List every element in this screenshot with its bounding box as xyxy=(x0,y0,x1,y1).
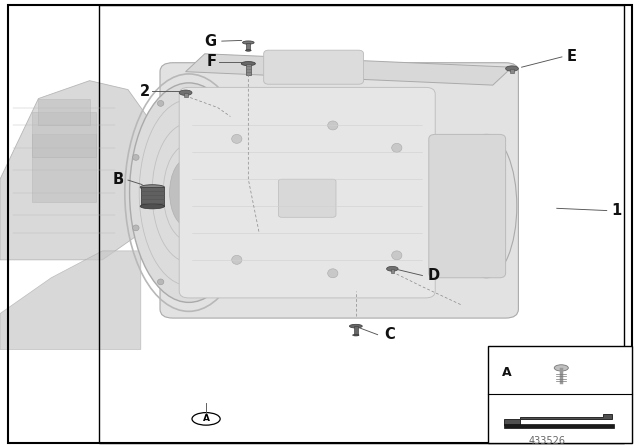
Text: E: E xyxy=(566,48,577,64)
Bar xyxy=(38,99,90,125)
Bar xyxy=(32,112,96,157)
Bar xyxy=(32,134,96,202)
Bar xyxy=(390,269,394,273)
Ellipse shape xyxy=(241,61,255,66)
Ellipse shape xyxy=(132,225,139,231)
Text: 433526: 433526 xyxy=(529,436,566,446)
Bar xyxy=(141,187,164,206)
Ellipse shape xyxy=(140,204,164,209)
Bar xyxy=(246,64,251,75)
FancyBboxPatch shape xyxy=(429,134,506,278)
FancyBboxPatch shape xyxy=(264,50,364,84)
Ellipse shape xyxy=(506,66,518,71)
Ellipse shape xyxy=(129,83,248,302)
Ellipse shape xyxy=(195,291,202,297)
Polygon shape xyxy=(0,251,141,349)
Text: C: C xyxy=(384,327,395,342)
Ellipse shape xyxy=(392,143,402,152)
Bar xyxy=(184,93,188,97)
Ellipse shape xyxy=(328,121,338,130)
Ellipse shape xyxy=(232,134,242,143)
Text: A: A xyxy=(203,414,209,423)
Ellipse shape xyxy=(170,158,208,228)
Ellipse shape xyxy=(242,190,248,196)
Ellipse shape xyxy=(132,155,139,160)
Ellipse shape xyxy=(228,124,235,129)
Text: B: B xyxy=(113,172,124,187)
Ellipse shape xyxy=(140,185,164,190)
Bar xyxy=(99,5,624,443)
Ellipse shape xyxy=(179,90,192,95)
Ellipse shape xyxy=(246,50,252,51)
Ellipse shape xyxy=(195,88,202,94)
Ellipse shape xyxy=(554,365,568,371)
FancyBboxPatch shape xyxy=(160,63,518,318)
Ellipse shape xyxy=(192,413,220,425)
Ellipse shape xyxy=(157,100,164,106)
Ellipse shape xyxy=(353,334,359,336)
Ellipse shape xyxy=(349,324,362,328)
Ellipse shape xyxy=(387,267,398,271)
Ellipse shape xyxy=(392,251,402,260)
Text: 1: 1 xyxy=(611,203,621,218)
Bar xyxy=(246,43,250,51)
Ellipse shape xyxy=(456,134,517,278)
Ellipse shape xyxy=(157,279,164,285)
Text: G: G xyxy=(204,34,216,49)
Text: D: D xyxy=(428,268,440,283)
Ellipse shape xyxy=(228,256,235,262)
Text: 2: 2 xyxy=(140,84,150,99)
Polygon shape xyxy=(0,81,166,260)
Bar xyxy=(504,424,614,428)
FancyBboxPatch shape xyxy=(278,179,336,217)
Ellipse shape xyxy=(232,255,242,264)
Bar xyxy=(510,69,514,73)
Polygon shape xyxy=(186,54,512,85)
FancyBboxPatch shape xyxy=(179,87,435,298)
Text: A: A xyxy=(502,366,511,379)
Bar xyxy=(353,326,358,335)
Bar xyxy=(488,346,632,443)
Ellipse shape xyxy=(243,41,254,44)
Text: F: F xyxy=(206,54,216,69)
Polygon shape xyxy=(504,414,612,425)
Ellipse shape xyxy=(328,269,338,278)
